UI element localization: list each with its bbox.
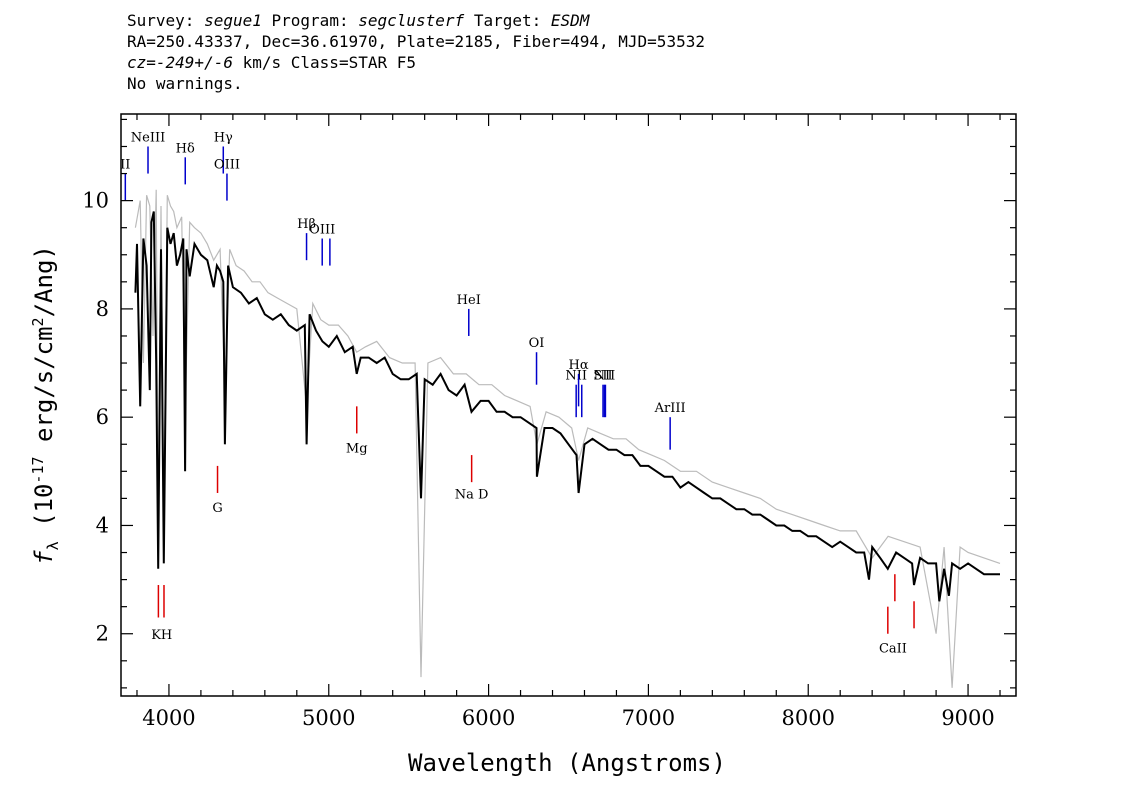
emission-line-label: OIII xyxy=(309,223,335,238)
x-tick-label: 4000 xyxy=(142,706,195,730)
x-axis-title: Wavelength (Angstroms) xyxy=(408,749,726,777)
absorption-line-label: G xyxy=(212,501,222,516)
header-warnings: No warnings. xyxy=(127,74,243,93)
y-tick-label: 8 xyxy=(96,297,109,321)
target-label: Target: xyxy=(473,11,542,30)
emission-line-label: Hδ xyxy=(176,141,195,156)
absorption-line-label: K xyxy=(151,628,161,643)
emission-line-label: SII xyxy=(593,369,612,384)
y-axis-title: fλ (10-17 erg/s/cm2/Ang) xyxy=(29,245,62,565)
header-line-3: cz=-249+/-6 km/s Class=STAR F5 xyxy=(127,52,705,73)
flux-series-line xyxy=(134,211,1000,602)
y-tick-label: 2 xyxy=(96,622,109,646)
emission-line-label: HeI xyxy=(457,293,481,308)
emission-line-label: Hβ xyxy=(297,217,316,232)
absorption-line-label: Mg xyxy=(346,441,368,456)
series-layer xyxy=(134,189,1001,688)
target-value: ESDM xyxy=(550,11,590,30)
y-tick-label: 6 xyxy=(96,405,109,429)
emission-line-label: ArIII xyxy=(654,401,686,416)
line-markers-layer: IINeIIIHδHγOIIIHβOIIIHeIOINIIHαSIINIIArI… xyxy=(120,130,915,657)
absorption-line-label: H xyxy=(161,628,172,643)
header-line-2: RA=250.43337, Dec=36.61970, Plate=2185, … xyxy=(127,32,705,51)
emission-line-label: Hγ xyxy=(214,130,233,145)
x-tick-label: 5000 xyxy=(302,706,355,730)
survey-label: Survey: xyxy=(127,11,195,30)
header-line-1: Survey: segue1 Program: segclusterf Targ… xyxy=(127,10,705,31)
error-series-line xyxy=(134,189,1001,688)
x-tick-label: 9000 xyxy=(941,706,994,730)
ticks-layer: 4000 5000 6000 7000 8000 9000 2 4 6 8 10 xyxy=(82,114,1016,730)
emission-line-label: OIII xyxy=(214,158,240,173)
plot-frame xyxy=(120,113,1017,697)
program-value: segclusterf xyxy=(358,11,465,30)
cz-value: cz=-249+/-6 xyxy=(127,53,233,72)
x-tick-label: 7000 xyxy=(622,706,675,730)
x-tick-label: 6000 xyxy=(462,706,515,730)
absorption-line-label: CaII xyxy=(879,642,907,657)
emission-line-label: NeIII xyxy=(131,130,165,145)
emission-line-label: NII xyxy=(594,369,616,384)
spectrum-header: Survey: segue1 Program: segclusterf Targ… xyxy=(127,10,705,94)
y-tick-label: 4 xyxy=(96,513,109,537)
emission-line-label: OI xyxy=(529,336,545,351)
survey-value: segue1 xyxy=(204,11,262,30)
x-tick-label: 8000 xyxy=(782,706,835,730)
y-tick-label: 10 xyxy=(82,189,109,213)
emission-line-label: NII xyxy=(565,369,587,384)
emission-line-label: Hα xyxy=(569,358,589,373)
emission-line-label: II xyxy=(120,158,130,173)
program-label: Program: xyxy=(271,11,349,30)
cz-class: km/s Class=STAR F5 xyxy=(242,53,416,72)
absorption-line-label: Na D xyxy=(455,487,489,502)
